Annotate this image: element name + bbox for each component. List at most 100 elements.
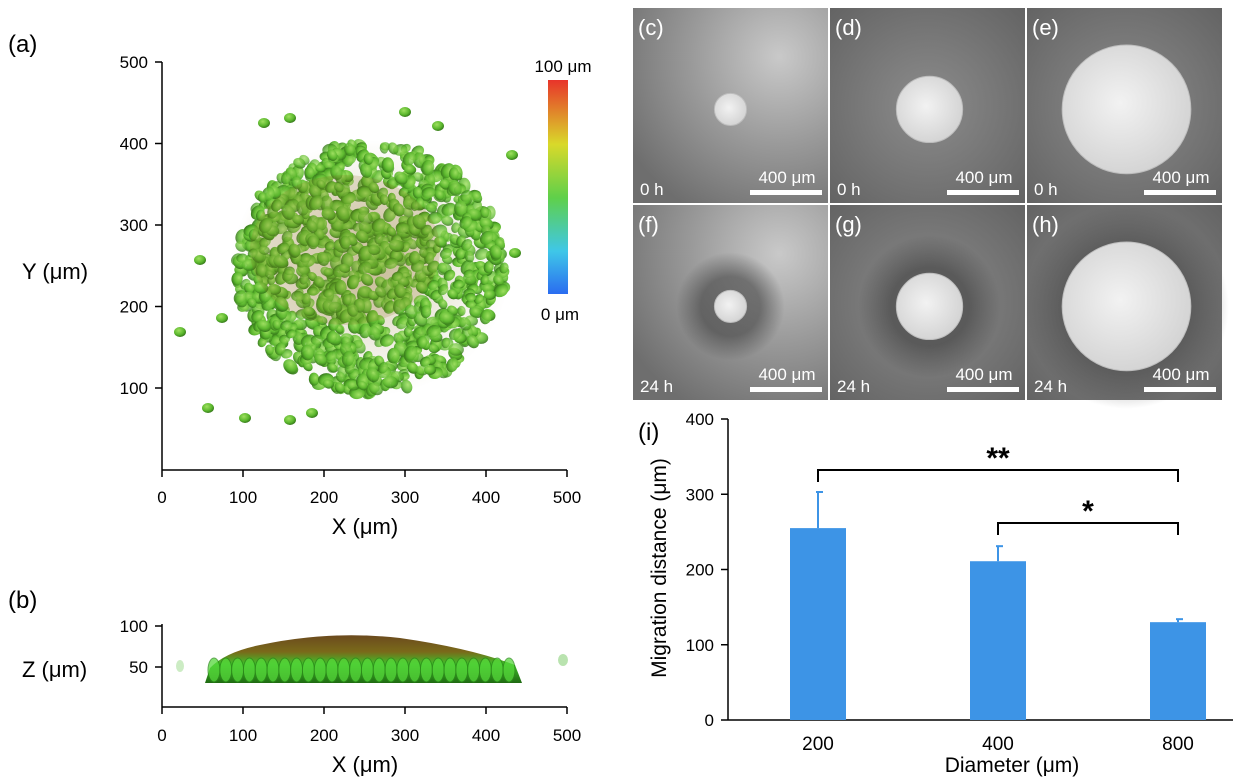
cell-spot (387, 347, 400, 364)
cell-spot (441, 215, 454, 226)
cell-spot-pattern (713, 289, 748, 323)
cell-spot (383, 300, 396, 314)
cell-spot (309, 185, 322, 199)
scale-bar-label: 400 μm (758, 168, 815, 187)
cell-spot (473, 294, 484, 304)
cell-spot (325, 350, 338, 362)
cell-spot (316, 316, 328, 326)
cell-spot (314, 353, 328, 366)
cell-spot (380, 334, 394, 347)
cell-spot (326, 330, 338, 344)
cell-spot (334, 279, 347, 295)
cell-spot-pattern (895, 75, 964, 144)
panel-a-y-tick: 400 (120, 135, 148, 154)
micrograph-g: (g) 24 h 400 μm (830, 205, 1025, 400)
cell-spot (265, 270, 275, 280)
cell-spot (339, 263, 351, 273)
cell-spot (334, 382, 345, 394)
micrograph-time: 24 h (837, 377, 870, 396)
cell-spot (308, 195, 323, 211)
cell-spot-pattern (1061, 44, 1192, 175)
cell-spot (419, 356, 431, 367)
cell-spot (336, 206, 350, 222)
cell-spot (358, 245, 371, 262)
cell-spot (466, 335, 479, 349)
spheroid-top-view (174, 107, 521, 425)
cell-spot (316, 179, 326, 190)
cell-spot (455, 248, 465, 260)
micrograph-h: (h) 24 h 400 μm (1024, 204, 1229, 409)
cell-spot (247, 248, 258, 258)
panel-a-y-tick: 200 (120, 298, 148, 317)
panel-a-x-tick: 100 (229, 488, 257, 507)
panel-a-y-tick: 300 (120, 216, 148, 235)
side-cell (207, 657, 221, 683)
cell-spot (398, 187, 409, 197)
cell-spot (299, 273, 309, 285)
panel-b-y-tick: 50 (129, 658, 148, 677)
outlier-cell (194, 255, 206, 265)
cell-spot (368, 382, 383, 396)
cell-spot (479, 207, 489, 219)
panel-b-x-tick: 300 (391, 726, 419, 745)
outlier-cell (202, 403, 214, 413)
scale-bar-label: 400 μm (1152, 168, 1209, 187)
cell-spot (448, 328, 462, 341)
cell-spot (391, 271, 404, 282)
cell-spot (454, 200, 467, 217)
cell-spot (341, 350, 355, 367)
cell-spot (452, 279, 464, 289)
cell-spot (326, 149, 338, 162)
panel-b-y-tick: 100 (120, 617, 148, 636)
cell-spot (248, 229, 259, 241)
cell-spot-pattern (895, 272, 964, 341)
scale-bar-label: 400 μm (955, 365, 1012, 384)
cell-spot (306, 286, 318, 296)
cell-spot (427, 280, 439, 290)
side-cell (502, 657, 516, 683)
cell-spot (271, 199, 283, 212)
cell-spot (382, 376, 399, 389)
micrograph-c: (c) 0 h 400 μm (633, 8, 828, 203)
cell-spot (457, 305, 466, 317)
cell-spot (235, 241, 247, 252)
panel-b-x-tick: 0 (157, 726, 166, 745)
side-cell (231, 657, 245, 683)
cell-spot (381, 157, 395, 173)
panel-b-x-tick: 500 (553, 726, 581, 745)
panel-a-x-tick: 0 (157, 488, 166, 507)
panel-b-letter: (b) (8, 587, 37, 614)
side-cell (384, 657, 398, 683)
cell-spot (355, 230, 369, 244)
cell-spot (291, 176, 303, 190)
cell-spot (425, 203, 437, 213)
side-cell (408, 657, 422, 683)
cell-spot (360, 273, 374, 286)
cell-spot (393, 299, 406, 315)
outlier-cell (258, 118, 270, 128)
cell-spot (374, 233, 383, 245)
cell-spot (420, 305, 432, 319)
chart-y-tick: 100 (686, 636, 714, 655)
cell-spot (334, 182, 344, 193)
cell-spot (499, 262, 509, 274)
cell-spot (447, 289, 458, 300)
cell-spot (439, 311, 455, 325)
cell-spot (448, 343, 464, 356)
side-cell (219, 657, 233, 683)
panel-b-x-tick: 400 (472, 726, 500, 745)
cell-spot (441, 202, 457, 216)
micrograph-d: (d) 0 h 400 μm (830, 8, 1025, 203)
cell-spot (306, 220, 318, 233)
cell-spot (328, 363, 338, 373)
chart-x-tick: 400 (982, 734, 1014, 755)
cell-spot (284, 266, 295, 276)
panel-b-x-tick: 100 (229, 726, 257, 745)
cell-spot (363, 153, 374, 165)
panel-b-ticks: 0 100 200 300 400 500 50 100 (120, 617, 582, 745)
cell-spot (371, 218, 386, 232)
side-cell (337, 657, 351, 683)
cell-spot (493, 274, 504, 287)
significance-label: * (1082, 495, 1094, 528)
side-cell (360, 657, 374, 683)
